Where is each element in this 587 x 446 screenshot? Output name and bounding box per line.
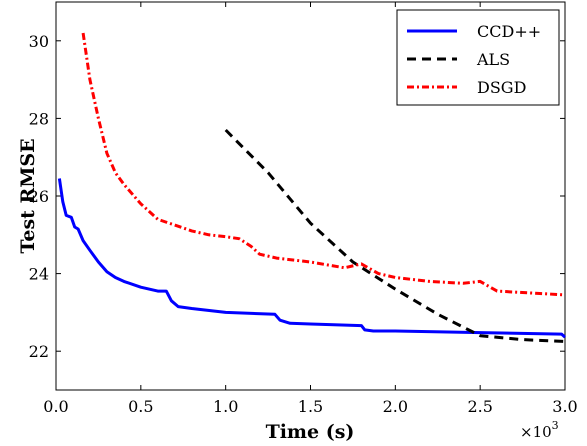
y-axis-title: Test RMSE [17,138,39,253]
x-tick-label: 1.5 [298,397,323,416]
x-tick-label: 0.0 [43,397,68,416]
series-line-dsgd [81,32,566,297]
x-axis-title: Time (s) [266,421,355,443]
x-axis-ticks: 0.0 0.5 1.0 1.5 2.0 2.5 3.0 [43,2,578,416]
x-tick-label: 1.0 [213,397,238,416]
legend-label: DSGD [477,78,526,97]
x-tick-label: 2.0 [383,397,408,416]
x-scale-base: ×10 [520,423,552,441]
y-axis-ticks: 22 24 26 28 30 [29,32,565,361]
y-tick-label: 26 [29,187,49,206]
x-scale-exponent: 3 [552,419,559,432]
series-line-ccd- [57,178,567,339]
series-line-als [224,128,566,343]
x-tick-label: 3.0 [552,397,577,416]
y-tick-label: 30 [29,32,49,51]
legend-label: CCD++ [477,22,541,41]
series-layer [57,32,567,343]
y-tick-label: 24 [29,265,49,284]
legend-label: ALS [476,50,510,69]
y-tick-label: 22 [29,342,49,361]
x-tick-label: 2.5 [467,397,492,416]
x-tick-label: 0.5 [128,397,153,416]
x-scale-multiplier: ×103 [520,419,559,441]
legend-items: CCD++ ALS DSGD [407,22,541,97]
y-tick-label: 28 [29,109,49,128]
legend: CCD++ ALS DSGD [396,9,560,106]
